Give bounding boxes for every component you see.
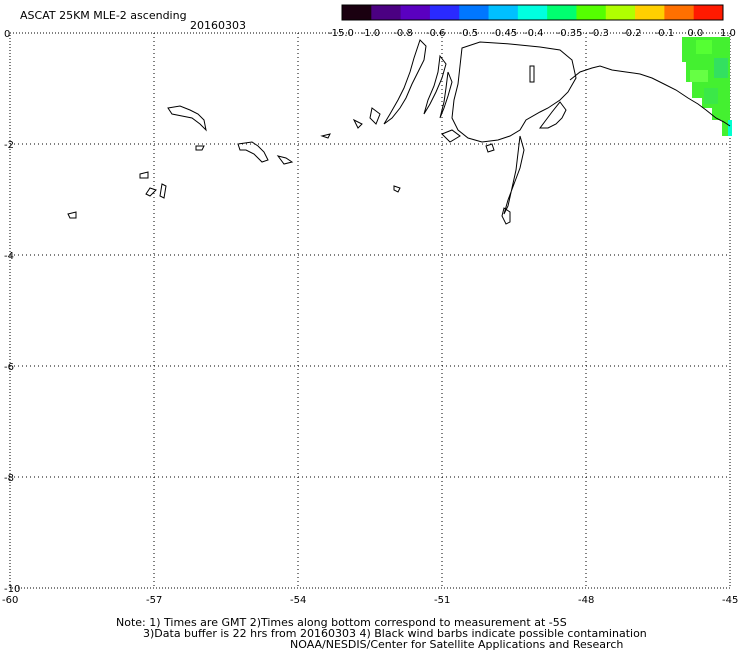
footer-note-2: 3)Data buffer is 22 hrs from 20160303 4)… [143,627,647,640]
colorbar-segment [517,5,548,20]
colorbar-label: 0.0 [687,28,704,39]
y-tick-labels: 0 -2 -4 -6 -8 -10 [4,29,20,595]
colorbar-label: -1.0 [360,28,381,39]
colorbar-segment [371,5,402,20]
colorbar [341,4,724,21]
x-tick-label: -57 [146,595,162,606]
plot-frame [9,32,731,589]
colorbar-label: -15.0 [328,28,354,39]
colorbar-segment [547,5,577,20]
x-tick-label: -60 [2,595,18,606]
x-tick-labels: -60 -57 -54 -51 -48 -45 [2,595,738,606]
x-tick-label: -51 [434,595,450,606]
y-tick-label: 0 [4,29,10,40]
x-tick-label: -54 [290,595,306,606]
colorbar-label: -0.2 [622,28,642,39]
colorbar-label: 1.0 [720,28,736,39]
wind-data-swath [682,37,732,136]
colorbar-border [341,4,724,21]
colorbar-segment [488,5,519,20]
colorbar-label: -0.1 [654,28,675,39]
footer-credit: NOAA/NESDIS/Center for Satellite Applica… [290,638,624,651]
colorbar-segment [342,5,372,20]
gridlines [10,33,730,588]
x-tick-label: -45 [722,595,738,606]
colorbar-segment [429,5,460,20]
colorbar-segment [664,5,695,20]
x-tick-label: -48 [578,595,594,606]
colorbar-label: -0.35 [556,28,583,39]
colorbar-segment [635,5,665,20]
y-tick-label: -10 [4,584,20,595]
y-tick-label: -6 [4,362,14,373]
colorbar-segment [576,5,607,20]
map-date: 20160303 [190,19,246,32]
colorbar-label: -0.3 [589,28,609,39]
colorbar-labels: -15.0 -1.0 -0.8 -0.6 -0.5 -0.45 -0.4 -0.35 -0.3 -… [328,28,736,40]
colorbar-label: -0.5 [458,28,479,39]
colorbar-label: -0.6 [426,28,446,39]
y-tick-label: -4 [4,251,14,262]
y-tick-label: -8 [4,473,14,484]
coastline [67,39,731,225]
colorbar-label: -0.8 [393,28,413,39]
colorbar-segment [605,5,636,20]
y-tick-label: -2 [4,140,14,151]
map-title: ASCAT 25KM MLE-2 ascending [20,9,187,22]
colorbar-segment [400,5,431,20]
colorbar-label: -0.4 [524,28,544,39]
colorbar-segment [459,5,490,20]
colorbar-segment [693,5,724,20]
colorbar-label: -0.45 [491,28,518,39]
footer-note-1: Note: 1) Times are GMT 2)Times along bot… [116,616,567,629]
